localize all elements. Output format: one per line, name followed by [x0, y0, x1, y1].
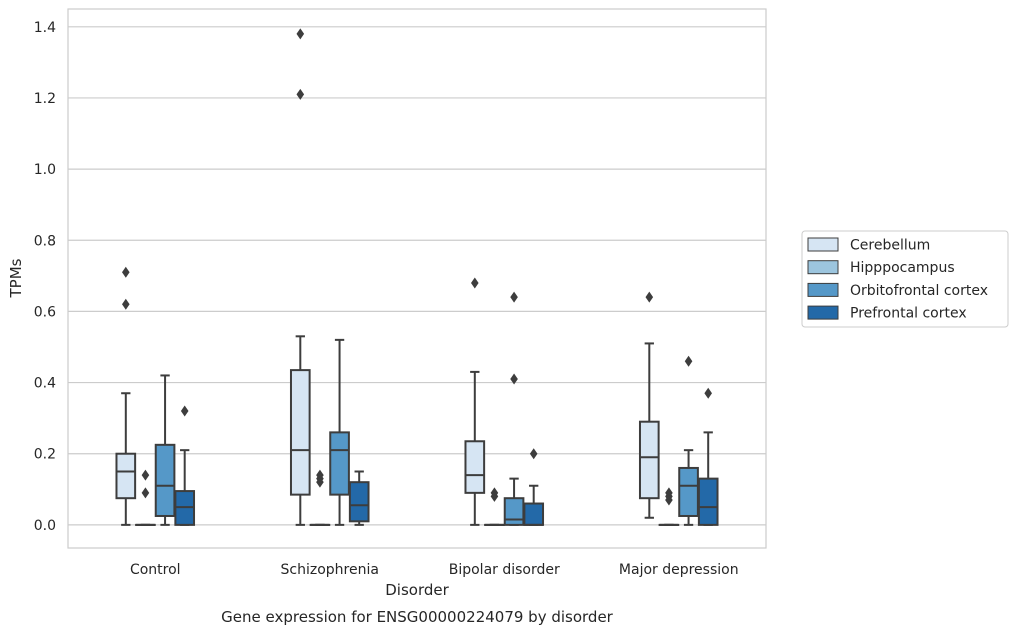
x-tick-label: Major depression	[619, 562, 739, 578]
outlier-point	[141, 487, 150, 499]
box-body	[638, 420, 660, 500]
legend: Cerebellum Hipppocampus Orbitofrontal cort…	[801, 230, 1009, 328]
legend-swatch	[807, 237, 839, 252]
y-tick-label: 1.0	[34, 162, 56, 178]
box-cerebellum-3	[638, 291, 660, 519]
outlier-point	[180, 405, 189, 417]
box-body	[464, 440, 486, 494]
outlier-point	[665, 494, 673, 506]
y-tick-label: 0.2	[34, 447, 56, 463]
box-prefrontal-cortex-3	[697, 387, 719, 526]
legend-swatch	[807, 260, 839, 275]
legend-label: Prefrontal cortex	[850, 306, 967, 322]
box-prefrontal-cortex-2	[523, 448, 545, 526]
outlier-point	[296, 88, 305, 100]
legend-label: Orbitofrontal cortex	[850, 283, 988, 299]
box-cerebellum-2	[464, 277, 486, 526]
legend-swatch	[807, 305, 839, 320]
box-orbitofrontal-cortex-1	[329, 338, 350, 526]
outlier-point	[122, 298, 130, 310]
legend-label: Hipppocampus	[850, 260, 955, 276]
box-body	[348, 481, 370, 523]
box-body	[697, 477, 719, 526]
y-tick-label: 1.2	[34, 91, 56, 107]
y-tick-label: 1.4	[34, 20, 56, 36]
x-tick-label: Bipolar disorder	[449, 562, 560, 578]
outlier-point	[529, 448, 538, 460]
outlier-point	[510, 291, 518, 303]
x-tick-label: Schizophrenia	[281, 562, 379, 578]
box-prefrontal-cortex-1	[348, 470, 370, 526]
x-axis-label: Disorder	[385, 581, 449, 599]
legend-label: Cerebellum	[850, 238, 930, 254]
outlier-point	[490, 490, 499, 502]
y-tick-label: 0.0	[34, 518, 56, 534]
y-axis-label: TPMs	[7, 258, 25, 298]
box-hipppocampus-1	[309, 469, 331, 526]
box-body	[154, 443, 176, 517]
outlier-point	[296, 28, 305, 40]
y-tick-label: 0.6	[34, 304, 56, 320]
box-body	[503, 497, 525, 526]
outlier-point	[141, 469, 150, 481]
outlier-point	[704, 387, 712, 399]
y-tick-label: 0.4	[34, 376, 56, 392]
box-orbitofrontal-cortex-0	[154, 374, 176, 526]
box-groups	[115, 28, 719, 526]
box-body	[329, 431, 350, 496]
x-tick-label: Control	[130, 562, 181, 578]
outlier-point	[645, 291, 654, 303]
box-body	[523, 502, 545, 526]
outlier-point	[510, 373, 518, 385]
box-orbitofrontal-cortex-3	[678, 355, 699, 526]
chart-caption: Gene expression for ENSG00000224079 by d…	[221, 608, 614, 626]
box-cerebellum-0	[115, 266, 137, 526]
box-prefrontal-cortex-0	[174, 405, 196, 526]
y-axis-ticks: 0.0 0.2 0.4 0.6 0.8 1.0 1.2 1.4	[34, 20, 56, 534]
box-hipppocampus-0	[135, 469, 156, 526]
y-tick-label: 0.8	[34, 233, 56, 249]
box-hipppocampus-3	[658, 487, 680, 526]
legend-swatch	[807, 282, 839, 297]
plot-frame	[67, 8, 767, 549]
x-axis-ticks: Control Schizophrenia Bipolar disorder Majo…	[130, 562, 739, 578]
box-body	[115, 452, 137, 500]
box-cerebellum-1	[289, 28, 311, 526]
box-body	[678, 466, 699, 517]
outlier-point	[316, 476, 324, 488]
box-body	[289, 369, 311, 496]
outlier-point	[471, 277, 479, 289]
legend-frame	[801, 230, 1009, 328]
outlier-point	[684, 355, 693, 367]
outlier-point	[122, 266, 130, 278]
